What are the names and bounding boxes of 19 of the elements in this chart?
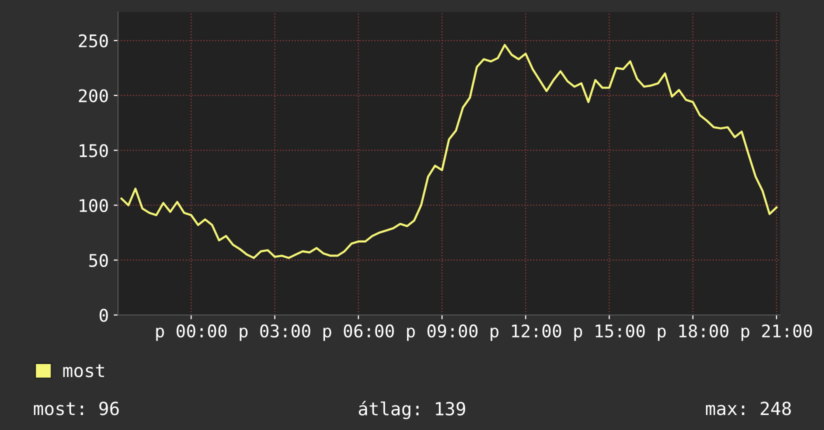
text: most: 96 — [34, 402, 119, 416]
x-tick-label: p 12:00 — [490, 324, 562, 341]
y-tick-label: 50 — [89, 254, 108, 267]
x-tick-label: p 21:00 — [742, 324, 812, 341]
x-tick-label: p 06:00 — [323, 324, 394, 341]
y-tick-label: 200 — [78, 89, 108, 102]
y-tick-label: 100 — [80, 198, 108, 212]
x-tick-label: p 03:00 — [240, 324, 310, 341]
y-tick-label: 250 — [78, 34, 108, 48]
y-tick-label: 0 — [100, 308, 108, 322]
legend-label: most — [63, 364, 104, 378]
x-tick-label: p 18:00 — [658, 324, 728, 341]
y-tick-label: 150 — [80, 144, 108, 158]
text: max: 248 — [706, 402, 791, 416]
x-tick-label: p 00:00 — [156, 324, 227, 341]
text: átlag: 139 — [358, 400, 466, 420]
x-tick-label: p 15:00 — [574, 324, 645, 341]
x-tick-label: p 09:00 — [407, 324, 478, 341]
line-series — [120, 44, 778, 259]
